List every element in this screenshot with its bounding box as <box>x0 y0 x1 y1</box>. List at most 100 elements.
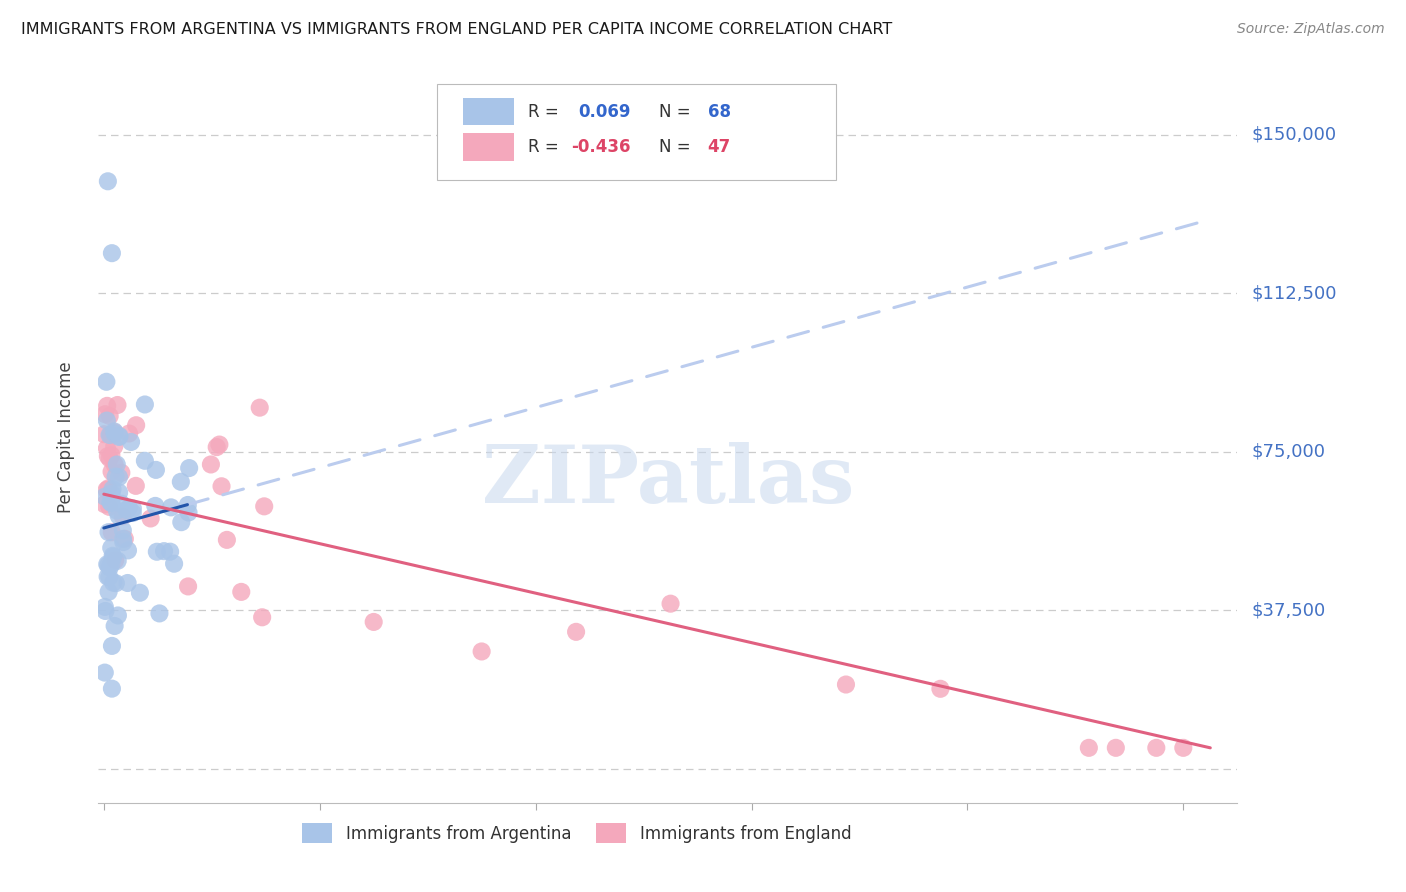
Text: $37,500: $37,500 <box>1251 601 1326 619</box>
Point <box>103 425 125 439</box>
Point <box>177 498 200 512</box>
Point <box>97 525 120 540</box>
Point <box>104 469 127 483</box>
Point <box>104 426 127 441</box>
Point <box>125 479 148 493</box>
Point <box>250 610 273 624</box>
Point <box>114 532 136 546</box>
Point <box>122 501 145 516</box>
Point <box>125 418 148 433</box>
Text: 47: 47 <box>707 137 731 156</box>
Text: $112,500: $112,500 <box>1251 285 1337 302</box>
Point <box>134 397 156 411</box>
Point <box>104 576 127 591</box>
FancyBboxPatch shape <box>437 84 837 179</box>
Point <box>471 644 494 658</box>
Text: N =: N = <box>659 137 696 156</box>
Point <box>1144 740 1167 755</box>
Point <box>179 461 201 475</box>
Point <box>231 585 253 599</box>
Point <box>253 500 276 514</box>
Point <box>103 439 125 453</box>
Point <box>205 440 228 454</box>
Point <box>94 604 117 618</box>
Point <box>145 463 167 477</box>
Point <box>103 549 125 564</box>
FancyBboxPatch shape <box>463 98 515 126</box>
Point <box>1173 740 1195 755</box>
Point <box>170 515 193 529</box>
Text: R =: R = <box>527 137 564 156</box>
Point <box>97 481 120 495</box>
Point <box>94 497 117 511</box>
Point <box>170 475 193 489</box>
Point <box>94 490 117 504</box>
Point <box>96 399 118 413</box>
Point <box>565 624 588 639</box>
Point <box>96 483 118 497</box>
Point <box>100 525 122 540</box>
Point <box>101 246 124 260</box>
Text: $150,000: $150,000 <box>1251 126 1336 144</box>
Point <box>159 544 181 558</box>
Text: N =: N = <box>659 103 696 120</box>
Point <box>100 465 122 479</box>
Point <box>134 454 156 468</box>
Point <box>929 681 952 696</box>
Point <box>103 425 125 439</box>
Legend: Immigrants from Argentina, Immigrants from England: Immigrants from Argentina, Immigrants fr… <box>295 817 858 849</box>
Point <box>97 174 120 188</box>
Point <box>1077 740 1099 755</box>
Point <box>96 375 118 389</box>
Point <box>363 615 385 629</box>
Point <box>215 533 238 547</box>
Y-axis label: Per Capita Income: Per Capita Income <box>56 361 75 513</box>
Point <box>100 496 122 510</box>
Point <box>100 486 122 500</box>
Point <box>97 449 120 463</box>
Point <box>104 553 127 567</box>
Point <box>111 524 134 538</box>
Text: 68: 68 <box>707 103 731 120</box>
Point <box>117 576 139 591</box>
Point <box>139 511 162 525</box>
Point <box>104 619 127 633</box>
Point <box>97 558 120 573</box>
FancyBboxPatch shape <box>463 133 515 161</box>
Text: 0.069: 0.069 <box>578 103 630 120</box>
Point <box>105 503 128 517</box>
Point <box>108 470 131 484</box>
Point <box>835 677 858 691</box>
Point <box>110 497 132 511</box>
Text: R =: R = <box>527 103 564 120</box>
Point <box>100 557 122 571</box>
Point <box>146 545 169 559</box>
Text: $75,000: $75,000 <box>1251 442 1326 461</box>
Point <box>94 407 117 421</box>
Point <box>211 479 233 493</box>
Point <box>96 558 118 572</box>
Point <box>148 607 170 621</box>
Point <box>659 597 682 611</box>
Point <box>96 414 118 428</box>
Point <box>101 639 124 653</box>
Point <box>117 543 139 558</box>
Point <box>108 429 131 443</box>
Point <box>98 570 121 584</box>
Point <box>94 665 117 680</box>
Point <box>112 532 135 546</box>
Point <box>101 549 124 563</box>
Point <box>160 500 183 515</box>
Point <box>93 427 115 442</box>
Point <box>153 544 176 558</box>
Point <box>96 442 118 456</box>
Point <box>98 428 121 442</box>
Point <box>115 503 138 517</box>
Point <box>98 409 121 423</box>
Point <box>101 575 124 590</box>
Point <box>107 398 129 412</box>
Point <box>94 599 117 614</box>
Point <box>105 458 128 472</box>
Point <box>200 458 222 472</box>
Text: -0.436: -0.436 <box>571 137 630 156</box>
